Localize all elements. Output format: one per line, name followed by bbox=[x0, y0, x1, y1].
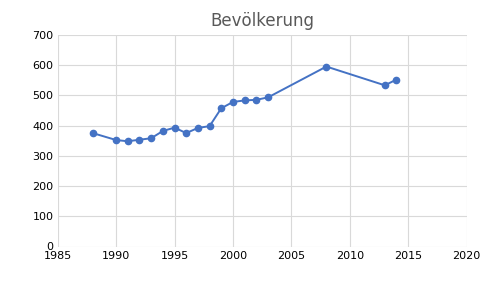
Title: Bevölkerung: Bevölkerung bbox=[210, 12, 313, 30]
